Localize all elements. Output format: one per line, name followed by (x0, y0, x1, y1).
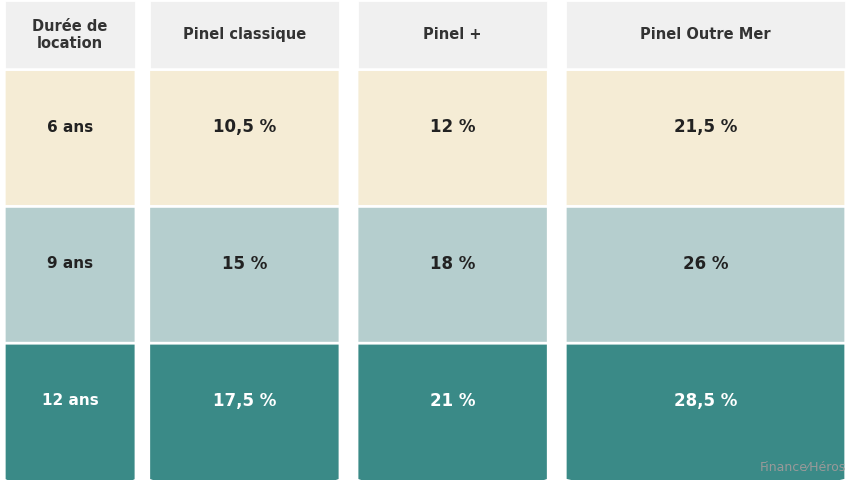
Text: 21 %: 21 % (430, 392, 475, 409)
Polygon shape (4, 70, 136, 240)
Polygon shape (565, 343, 846, 480)
Polygon shape (357, 70, 548, 240)
Polygon shape (149, 343, 340, 480)
Text: 12 ans: 12 ans (42, 393, 99, 408)
Text: 26 %: 26 % (683, 255, 728, 273)
Text: 21,5 %: 21,5 % (674, 118, 737, 136)
Text: Finance⁄Héros: Finance⁄Héros (760, 461, 846, 474)
Bar (357, 0, 548, 70)
Text: 9 ans: 9 ans (47, 256, 94, 271)
Text: Durée de
location: Durée de location (32, 19, 108, 51)
Polygon shape (357, 343, 548, 480)
Text: Pinel classique: Pinel classique (183, 27, 306, 42)
Polygon shape (4, 206, 136, 377)
Polygon shape (357, 206, 548, 377)
Polygon shape (149, 70, 340, 240)
Bar (149, 0, 340, 70)
Polygon shape (565, 70, 846, 240)
Text: 17,5 %: 17,5 % (212, 392, 276, 409)
Bar (4, 0, 136, 70)
Text: 10,5 %: 10,5 % (212, 118, 276, 136)
Text: 6 ans: 6 ans (47, 120, 94, 134)
Text: 28,5 %: 28,5 % (674, 392, 737, 409)
Polygon shape (4, 343, 136, 480)
Text: 18 %: 18 % (430, 255, 475, 273)
Polygon shape (149, 206, 340, 377)
Bar (565, 0, 846, 70)
Text: Pinel +: Pinel + (423, 27, 482, 42)
Text: 12 %: 12 % (430, 118, 475, 136)
Polygon shape (565, 206, 846, 377)
Text: Pinel Outre Mer: Pinel Outre Mer (640, 27, 771, 42)
Text: 15 %: 15 % (222, 255, 267, 273)
